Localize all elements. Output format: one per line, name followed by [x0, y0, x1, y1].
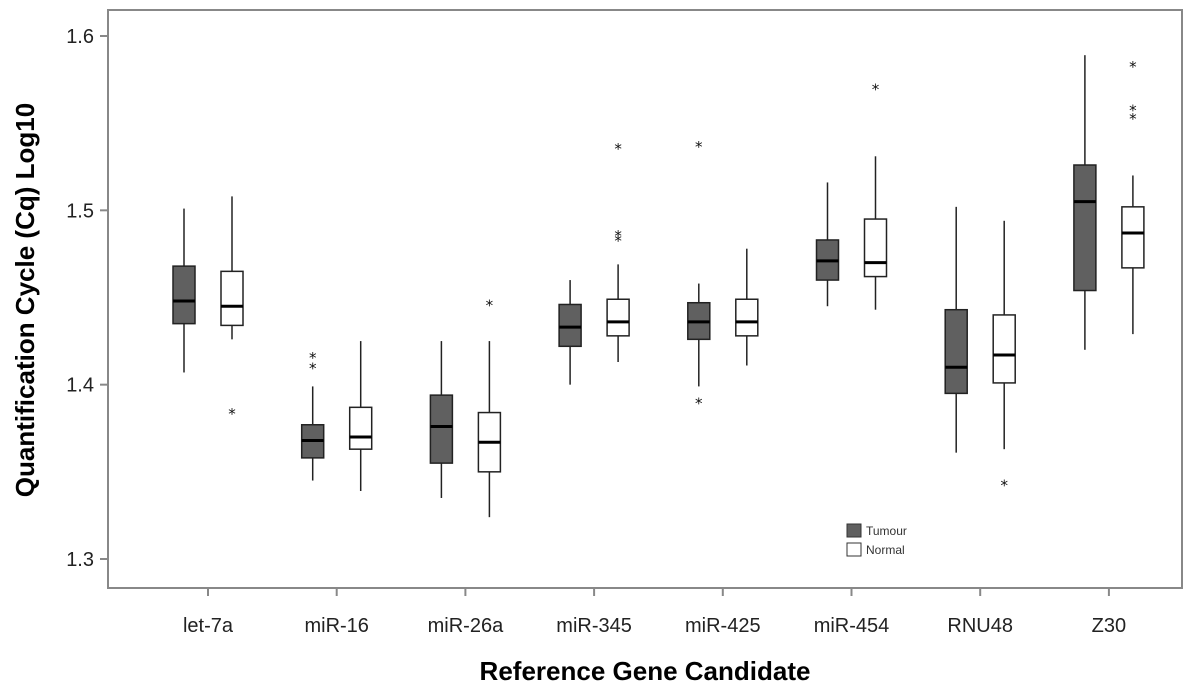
- x-tick-label: miR-26a: [428, 615, 504, 637]
- box-body: [863, 218, 888, 278]
- box-body: [220, 270, 244, 327]
- x-tick-label: let-7a: [183, 615, 234, 637]
- box-tumour-let-7a: [172, 208, 196, 373]
- box-body: [172, 265, 196, 325]
- box-normal-mir-454: *: [863, 81, 888, 310]
- outlier-marker: *: [614, 232, 622, 250]
- legend-swatch-tumour: [846, 523, 862, 538]
- x-tick-label: miR-425: [685, 615, 761, 637]
- outlier-marker: *: [1129, 101, 1137, 119]
- legend-label-tumour: Tumour: [866, 524, 907, 538]
- box-body: [735, 298, 759, 337]
- y-tick-label: 1.4: [66, 375, 94, 397]
- outlier-marker: *: [309, 349, 317, 367]
- box-normal-mir-345: ***: [606, 140, 630, 363]
- y-axis-title: Quantification Cycle (Cq) Log10: [10, 103, 40, 497]
- box-tumour-rnu48: [944, 206, 968, 453]
- outlier-marker: *: [486, 297, 494, 315]
- box-body: [429, 394, 454, 464]
- outlier-marker: *: [1129, 58, 1137, 76]
- y-axis-ticks: 1.3 1.4 1.5 1.6: [66, 26, 108, 571]
- outlier-marker: *: [614, 140, 622, 158]
- y-tick-label: 1.3: [66, 549, 94, 571]
- x-tick-label: miR-454: [814, 615, 890, 637]
- box-normal-mir-26a: *: [477, 297, 502, 518]
- box-tumour-mir-16: **: [300, 349, 325, 481]
- legend: Tumour Normal: [846, 523, 907, 557]
- outlier-marker: *: [695, 394, 703, 412]
- x-tick-label: Z30: [1092, 615, 1126, 637]
- outlier-marker: *: [695, 138, 703, 156]
- x-axis-ticks: let-7a miR-16 miR-26a miR-345 miR-425 miR-454…: [183, 588, 1126, 637]
- x-tick-label: miR-16: [304, 615, 368, 637]
- outlier-marker: *: [1129, 110, 1137, 128]
- boxes-layer: **************: [172, 55, 1145, 518]
- box-body: [606, 298, 630, 337]
- x-tick-label: RNU48: [947, 615, 1013, 637]
- box-tumour-mir-425: **: [687, 138, 711, 412]
- y-tick-label: 1.6: [66, 26, 94, 48]
- box-normal-mir-425: [735, 248, 759, 366]
- box-body: [1073, 164, 1097, 292]
- plot-area: [107, 9, 1183, 589]
- outlier-marker: *: [872, 81, 880, 99]
- box-normal-z30: ***: [1121, 58, 1145, 335]
- box-body: [992, 314, 1016, 384]
- box-body: [348, 406, 373, 450]
- outlier-marker: *: [1000, 476, 1008, 494]
- box-normal-rnu48: *: [992, 220, 1016, 494]
- outlier-marker: *: [228, 405, 236, 423]
- x-tick-label: miR-345: [556, 615, 632, 637]
- legend-label-normal: Normal: [866, 543, 905, 557]
- box-tumour-mir-454: [815, 182, 840, 307]
- box-normal-let-7a: *: [220, 196, 244, 423]
- box-body: [944, 308, 968, 395]
- box-tumour-z30: [1073, 55, 1097, 350]
- legend-swatch-normal: [846, 542, 862, 557]
- outlier-marker: *: [614, 227, 622, 245]
- box-normal-mir-16: [348, 341, 373, 492]
- box-tumour-mir-26a: [429, 341, 454, 498]
- box-tumour-mir-345: [558, 280, 582, 385]
- outlier-marker: *: [309, 359, 317, 377]
- y-tick-label: 1.5: [66, 200, 94, 222]
- box-body: [558, 303, 582, 348]
- box-body: [1121, 206, 1145, 269]
- x-axis-title: Reference Gene Candidate: [480, 656, 811, 686]
